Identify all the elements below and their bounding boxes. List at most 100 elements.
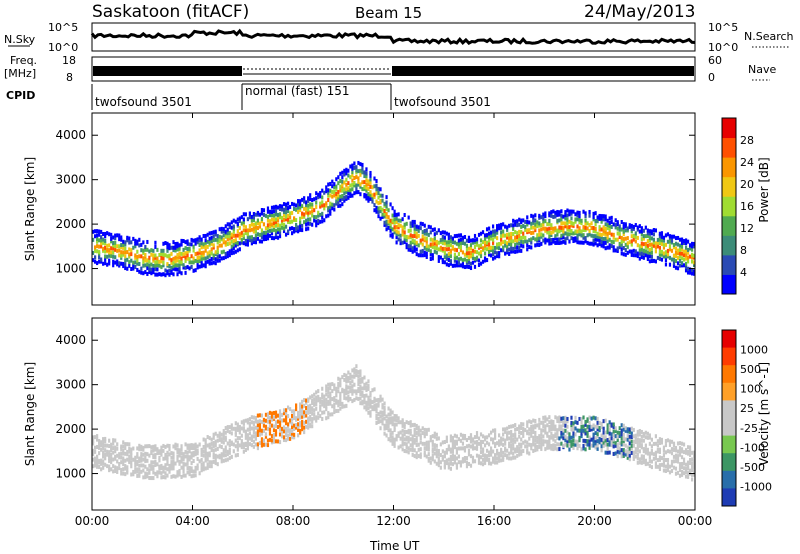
echo-cell (477, 251, 481, 256)
echo-cell (566, 221, 569, 226)
x-axis: 00:00 04:00 08:00 12:00 16:00 20:00 00:00 (75, 113, 712, 528)
echo-cell (216, 433, 219, 438)
echo-cell (407, 215, 410, 220)
echo-cell (658, 233, 662, 238)
echo-cell (110, 442, 113, 447)
echo-cell (594, 436, 597, 441)
echo-cell (459, 237, 463, 242)
echo-cell (357, 378, 360, 383)
echo-cell (262, 230, 266, 235)
echo-cell (160, 463, 163, 468)
echo-cell (278, 212, 282, 217)
echo-cell (282, 213, 286, 218)
echo-cell (351, 399, 354, 404)
echo-cell (178, 266, 181, 271)
colorbar-tick-label: 8 (740, 244, 747, 257)
echo-cell (182, 469, 185, 474)
echo-cell (286, 414, 290, 419)
echo-cell (506, 436, 509, 441)
echo-cell (288, 215, 292, 220)
echo-cell (548, 445, 551, 450)
echo-cell (122, 451, 125, 456)
echo-cell (483, 457, 487, 462)
echo-cell (473, 446, 477, 451)
echo-cell (176, 447, 179, 452)
echo-cell (321, 386, 324, 391)
echo-cell (327, 197, 330, 202)
echo-cell (375, 205, 378, 210)
echo-cell (176, 244, 179, 249)
echo-cell (684, 241, 688, 246)
echo-cell (146, 444, 149, 449)
echo-cell (676, 449, 680, 454)
echo-cell (431, 238, 434, 243)
echo-cell (194, 241, 197, 246)
echo-cell (236, 444, 239, 449)
echo-cell (114, 240, 117, 245)
noise-sky-trace (90, 28, 696, 46)
echo-cell (355, 369, 358, 374)
echo-cell (295, 425, 298, 430)
echo-cell (264, 213, 268, 218)
echo-cell (449, 457, 452, 462)
echo-cell (590, 221, 593, 226)
echo-cell (375, 416, 378, 421)
nave-tick-high: 60 (708, 54, 722, 67)
echo-cell (164, 475, 167, 480)
echo-cell (256, 232, 260, 237)
echo-cell (417, 432, 420, 437)
echo-cell (278, 223, 282, 228)
echo-cell (467, 246, 471, 251)
echo-cell (658, 437, 662, 442)
echo-cell (212, 253, 215, 258)
echo-cell (256, 236, 260, 241)
echo-cell (409, 420, 412, 425)
echo-cell (361, 390, 364, 395)
echo-cell (102, 246, 105, 251)
echo-cell (648, 247, 651, 252)
echo-cell (530, 443, 533, 448)
echo-cell (266, 443, 270, 448)
echo-cell (437, 448, 440, 453)
echo-cell (538, 434, 541, 439)
echo-cell (268, 221, 272, 226)
colorbar-swatch (722, 137, 736, 158)
echo-cell (152, 263, 155, 268)
echo-cell (600, 235, 603, 240)
echo-cell (250, 415, 253, 420)
echo-cell (479, 450, 483, 455)
echo-cell (200, 241, 203, 246)
echo-cell (158, 252, 161, 257)
echo-cell (556, 447, 559, 452)
echo-cell (272, 205, 276, 210)
echo-cell (280, 434, 284, 439)
echo-cell (252, 426, 255, 431)
echo-cell (674, 459, 678, 464)
echo-cell (518, 430, 521, 435)
echo-cell (375, 409, 378, 414)
echo-cell (572, 421, 575, 426)
echo-cell (560, 233, 563, 238)
echo-cell (530, 446, 533, 451)
echo-cell (690, 477, 694, 482)
echo-cell (467, 260, 471, 265)
echo-cell (303, 420, 306, 425)
echo-cell (528, 419, 531, 424)
echo-cell (282, 226, 286, 231)
echo-cell (546, 423, 549, 428)
echo-cell (96, 244, 99, 249)
echo-cell (415, 240, 418, 245)
echo-cell (558, 229, 561, 234)
echo-cell (441, 454, 444, 459)
echo-cell (644, 450, 647, 455)
echo-cell (146, 458, 149, 463)
echo-cell (319, 190, 322, 195)
echo-cell (512, 451, 515, 456)
echo-cell (188, 466, 191, 471)
echo-cell (353, 176, 356, 181)
echo-cell (520, 431, 523, 436)
echo-cell (228, 234, 231, 239)
echo-cell (142, 463, 145, 468)
echo-cell (363, 405, 366, 410)
echo-cell (118, 253, 121, 258)
